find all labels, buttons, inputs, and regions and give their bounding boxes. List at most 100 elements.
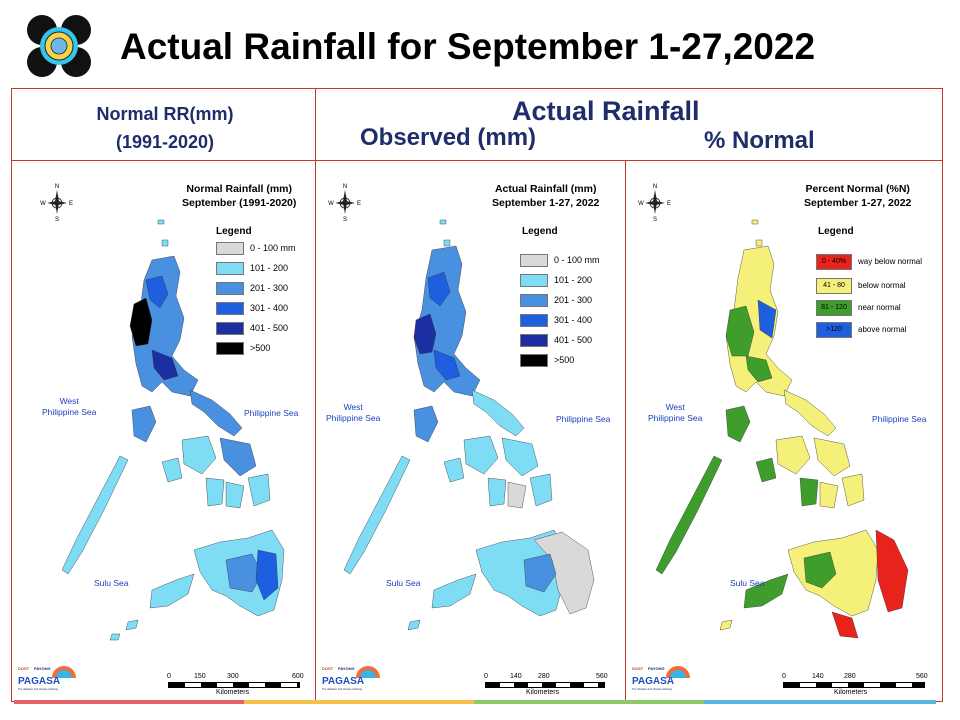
sea-label-west: West Philippine Sea [326, 402, 380, 424]
normal-rainfall-map [61, 219, 285, 641]
scale-tick: 300 [227, 673, 239, 680]
percent-legend-swatch: 0 - 40% [816, 254, 852, 270]
scale-tick: 560 [916, 673, 928, 680]
percent-legend-label: way below normal [858, 257, 923, 266]
scale-tick: 140 [510, 673, 522, 680]
logo-dost: DOST [322, 666, 334, 671]
scale-tick: 150 [194, 673, 206, 680]
pagasa-seal-logo [24, 14, 94, 78]
compass-e: E [69, 201, 73, 207]
logo-pagasa: PAGASA [18, 676, 60, 687]
compass-n: N [343, 184, 347, 190]
percent-legend-label: near normal [858, 303, 901, 312]
header-normal-line1: Normal RR(mm) [96, 104, 234, 124]
compass-w: W [638, 201, 644, 207]
actual-legend-label: 101 - 200 [554, 275, 593, 285]
percent-normal-map-panel: N S W E Percent Normal (%N) September 1-… [626, 160, 942, 701]
sea-label-west-line2: Philippine Sea [42, 407, 97, 417]
page-title: Actual Rainfall for September 1-27,2022 [120, 26, 816, 67]
actual-rainfall-map [343, 219, 595, 631]
scale-tick: 0 [167, 673, 171, 680]
actual-rainfall-map-panel: N S W E Actual Rainfall (mm) September 1… [316, 160, 625, 701]
header-normal: Normal RR(mm) (1991-2020) [60, 100, 270, 156]
percent-legend-swatch: 81 - 120 [816, 300, 852, 316]
normal-map-title-line2: September (1991-2020) [182, 197, 297, 209]
compass-n: N [653, 184, 657, 190]
scale-tick: 600 [292, 673, 304, 680]
logo-payong: PAYONG [34, 666, 51, 671]
normal-map-title: Normal Rainfall (mm) September (1991-202… [182, 182, 296, 210]
sea-label-west: West Philippine Sea [648, 402, 702, 424]
compass-n: N [55, 184, 59, 190]
compass-s: S [343, 217, 347, 222]
scale-tick: 0 [484, 673, 488, 680]
compass-s: S [653, 217, 657, 222]
percent-map-title-line1: Percent Normal (%N) [805, 183, 910, 195]
logo-payong: PAYONG [338, 666, 355, 671]
percent-map-title-line2: September 1-27, 2022 [804, 197, 912, 209]
percent-legend-label: above normal [858, 325, 907, 334]
compass-w: W [328, 201, 334, 207]
compass-e: E [667, 201, 671, 207]
scale-unit: Kilometers [834, 689, 868, 696]
logo-payong: PAYONG [648, 666, 665, 671]
sea-label-east: Philippine Sea [872, 414, 927, 424]
normal-legend-label: 301 - 400 [250, 303, 289, 313]
actual-legend-label: 201 - 300 [554, 295, 593, 305]
logo-pagasa: PAGASA [322, 676, 364, 687]
actual-legend-label: 401 - 500 [554, 335, 593, 345]
compass-w: W [40, 201, 46, 207]
sea-label-sulu: Sulu Sea [730, 578, 765, 588]
compass-s: S [55, 217, 59, 222]
percent-legend-swatch: 41 - 80 [816, 278, 852, 294]
logo-tagline: The Weather and Climate Authority [632, 687, 673, 691]
scale-tick: 0 [782, 673, 786, 680]
scale-tick: 140 [812, 673, 824, 680]
normal-legend-label: 201 - 300 [250, 283, 289, 293]
actual-legend-label: >500 [554, 355, 575, 365]
logo-tagline: The Weather and Climate Authority [322, 687, 363, 691]
pagasa-logo: DOST PAYONG PAGASA The Weather and Clima… [18, 666, 76, 691]
actual-map-title-line1: Actual Rainfall (mm) [494, 183, 597, 195]
scale-tick: 560 [596, 673, 608, 680]
logo-dost: DOST [632, 666, 644, 671]
actual-legend-label: 301 - 400 [554, 315, 593, 325]
normal-legend-label: 401 - 500 [250, 323, 289, 333]
header-percent-normal: % Normal [704, 127, 815, 154]
normal-legend-title: Legend [216, 226, 252, 237]
sea-label-west-line2: Philippine Sea [648, 413, 703, 423]
sea-label-sulu: Sulu Sea [94, 578, 129, 588]
scale-unit: Kilometers [526, 689, 560, 696]
percent-legend-title: Legend [818, 226, 854, 237]
normal-map-title-line1: Normal Rainfall (mm) [186, 183, 292, 195]
actual-legend-title: Legend [522, 226, 558, 237]
normal-legend-label: >500 [250, 343, 271, 353]
sea-label-west-line1: West [665, 402, 685, 412]
header-observed: Observed (mm) [360, 124, 537, 151]
logo-dost: DOST [18, 666, 30, 671]
pagasa-logo: DOST PAYONG PAGASA The Weather and Clima… [322, 666, 380, 691]
actual-map-title: Actual Rainfall (mm) September 1-27, 202… [492, 182, 599, 210]
pagasa-logo: DOST PAYONG PAGASA The Weather and Clima… [632, 666, 690, 691]
sea-label-east: Philippine Sea [556, 414, 611, 424]
actual-legend-label: 0 - 100 mm [554, 255, 600, 265]
sea-label-east: Philippine Sea [244, 408, 299, 418]
normal-rainfall-map-panel: N S W E Normal Rainfall (mm) September (… [12, 160, 315, 701]
compass-e: E [357, 201, 361, 207]
logo-pagasa: PAGASA [632, 676, 674, 687]
percent-legend-label: below normal [858, 281, 906, 290]
percent-normal-map [655, 219, 909, 639]
normal-legend-label: 0 - 100 mm [250, 243, 296, 253]
percent-legend-swatch: >120 [816, 322, 852, 338]
compass-rose-icon: N S W E [328, 184, 361, 222]
sea-label-west-line2: Philippine Sea [326, 413, 381, 423]
scale-tick: 280 [844, 673, 856, 680]
normal-legend-label: 101 - 200 [250, 263, 289, 273]
scale-unit: Kilometers [216, 689, 250, 696]
sea-label-west: West Philippine Sea [42, 396, 96, 418]
bottom-color-strip [14, 700, 936, 704]
sea-label-west-line1: West [343, 402, 363, 412]
sea-label-west-line1: West [59, 396, 79, 406]
sea-label-sulu: Sulu Sea [386, 578, 421, 588]
scale-tick: 280 [538, 673, 550, 680]
